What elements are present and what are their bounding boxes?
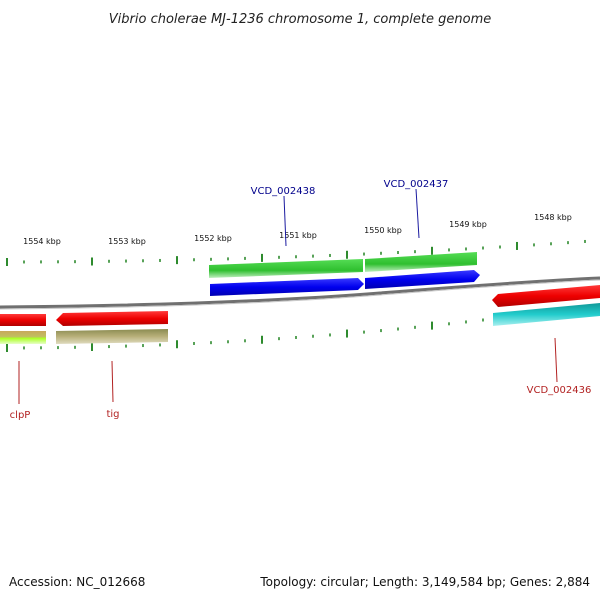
forward-tick-row — [6, 239, 586, 266]
genome-backbone — [0, 276, 600, 309]
gene-label-clpp[interactable]: clpP — [10, 410, 31, 421]
callout-vcd-002436 — [554, 337, 558, 383]
tick-label-1551: 1551 kbp — [279, 231, 317, 240]
gene-arrow-vcd-002437[interactable] — [365, 270, 480, 289]
accession-text: Accession: NC_012668 — [9, 575, 145, 589]
gene-label-vcd-002438[interactable]: VCD_002438 — [251, 186, 316, 197]
tick-label-1553: 1553 kbp — [108, 237, 146, 246]
summary-text: Topology: circular; Length: 3,149,584 bp… — [259, 575, 590, 589]
reverse-feature-clpp — [0, 331, 46, 344]
reverse-feature-vcd-002436 — [493, 303, 600, 326]
map-title: Vibrio cholerae MJ-1236 chromosome 1, co… — [109, 12, 491, 27]
tick-label-1549: 1549 kbp — [449, 220, 487, 229]
tick-label-1552: 1552 kbp — [194, 234, 232, 243]
gene-label-vcd-002437[interactable]: VCD_002437 — [384, 179, 449, 190]
reverse-feature-tig — [56, 329, 168, 344]
gene-arrow-vcd-002436[interactable] — [492, 285, 600, 307]
gene-arrow-vcd-002438[interactable] — [210, 278, 364, 296]
gene-arrow-clpp[interactable] — [0, 314, 46, 326]
tick-label-1554: 1554 kbp — [23, 237, 61, 246]
forward-feature-track — [209, 252, 477, 278]
tick-label-1548: 1548 kbp — [534, 213, 572, 222]
gene-label-vcd-002436[interactable]: VCD_002436 — [527, 385, 592, 396]
callout-vcd-002437 — [415, 188, 420, 239]
callout-vcd-002438 — [283, 195, 287, 247]
tick-label-1550: 1550 kbp — [364, 226, 402, 235]
gene-arrow-tig[interactable] — [56, 311, 168, 326]
callout-tig — [111, 360, 114, 403]
reverse-tick-row — [6, 305, 586, 352]
gene-label-tig[interactable]: tig — [106, 409, 119, 420]
